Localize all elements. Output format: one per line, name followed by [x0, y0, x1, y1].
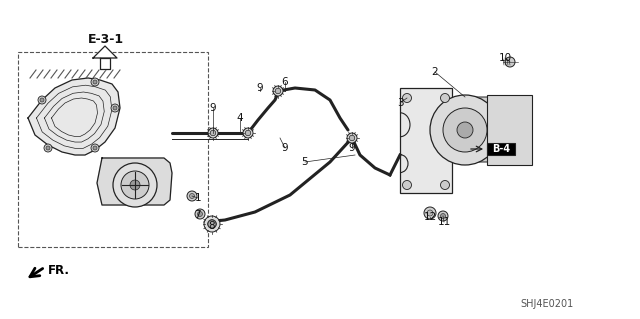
Circle shape: [273, 86, 283, 96]
Circle shape: [113, 106, 117, 110]
Bar: [18, 52, 208, 247]
Text: 11: 11: [437, 217, 451, 227]
Circle shape: [438, 211, 448, 221]
Text: B-4: B-4: [492, 144, 510, 154]
Circle shape: [457, 122, 473, 138]
Text: 12: 12: [424, 212, 436, 222]
Text: 4: 4: [237, 113, 243, 123]
Circle shape: [187, 191, 197, 201]
Circle shape: [93, 80, 97, 84]
Text: 9: 9: [210, 103, 216, 113]
Polygon shape: [97, 158, 172, 205]
Circle shape: [243, 128, 253, 138]
Polygon shape: [93, 46, 117, 58]
Polygon shape: [100, 58, 110, 69]
Text: 9: 9: [282, 143, 288, 153]
Circle shape: [430, 95, 500, 165]
Circle shape: [349, 135, 355, 141]
Circle shape: [245, 130, 251, 136]
Circle shape: [40, 98, 44, 102]
Circle shape: [207, 219, 216, 228]
Circle shape: [208, 128, 218, 138]
Text: 7: 7: [194, 210, 200, 220]
Circle shape: [198, 211, 202, 217]
Circle shape: [440, 93, 449, 102]
Circle shape: [113, 163, 157, 207]
Circle shape: [121, 171, 149, 199]
Circle shape: [44, 144, 52, 152]
Circle shape: [443, 108, 487, 152]
Circle shape: [347, 133, 357, 143]
Circle shape: [211, 130, 216, 136]
Circle shape: [403, 93, 412, 102]
Text: 6: 6: [282, 77, 288, 87]
Circle shape: [111, 104, 119, 112]
Text: 3: 3: [397, 98, 403, 108]
Text: 10: 10: [499, 53, 511, 63]
Circle shape: [403, 181, 412, 189]
Text: 9: 9: [257, 83, 263, 93]
Bar: [487, 95, 532, 165]
Text: E-3-1: E-3-1: [88, 33, 124, 46]
Circle shape: [91, 144, 99, 152]
Circle shape: [440, 213, 445, 219]
Circle shape: [204, 216, 220, 232]
FancyBboxPatch shape: [487, 143, 515, 155]
Polygon shape: [28, 78, 120, 155]
Text: 8: 8: [209, 221, 215, 231]
Circle shape: [424, 207, 436, 219]
Polygon shape: [450, 97, 505, 162]
Circle shape: [505, 57, 515, 67]
Circle shape: [427, 210, 433, 216]
Circle shape: [46, 146, 50, 150]
Text: 5: 5: [301, 157, 308, 167]
Circle shape: [189, 194, 195, 198]
Circle shape: [130, 180, 140, 190]
Text: 1: 1: [195, 193, 202, 203]
Circle shape: [440, 181, 449, 189]
Text: FR.: FR.: [48, 263, 70, 277]
Text: 2: 2: [432, 67, 438, 77]
Circle shape: [275, 88, 281, 94]
Circle shape: [38, 96, 46, 104]
Circle shape: [208, 220, 216, 228]
Circle shape: [195, 209, 205, 219]
Circle shape: [91, 78, 99, 86]
Circle shape: [93, 146, 97, 150]
Text: 9: 9: [349, 143, 355, 153]
Bar: [400, 88, 452, 193]
Text: SHJ4E0201: SHJ4E0201: [520, 299, 573, 309]
